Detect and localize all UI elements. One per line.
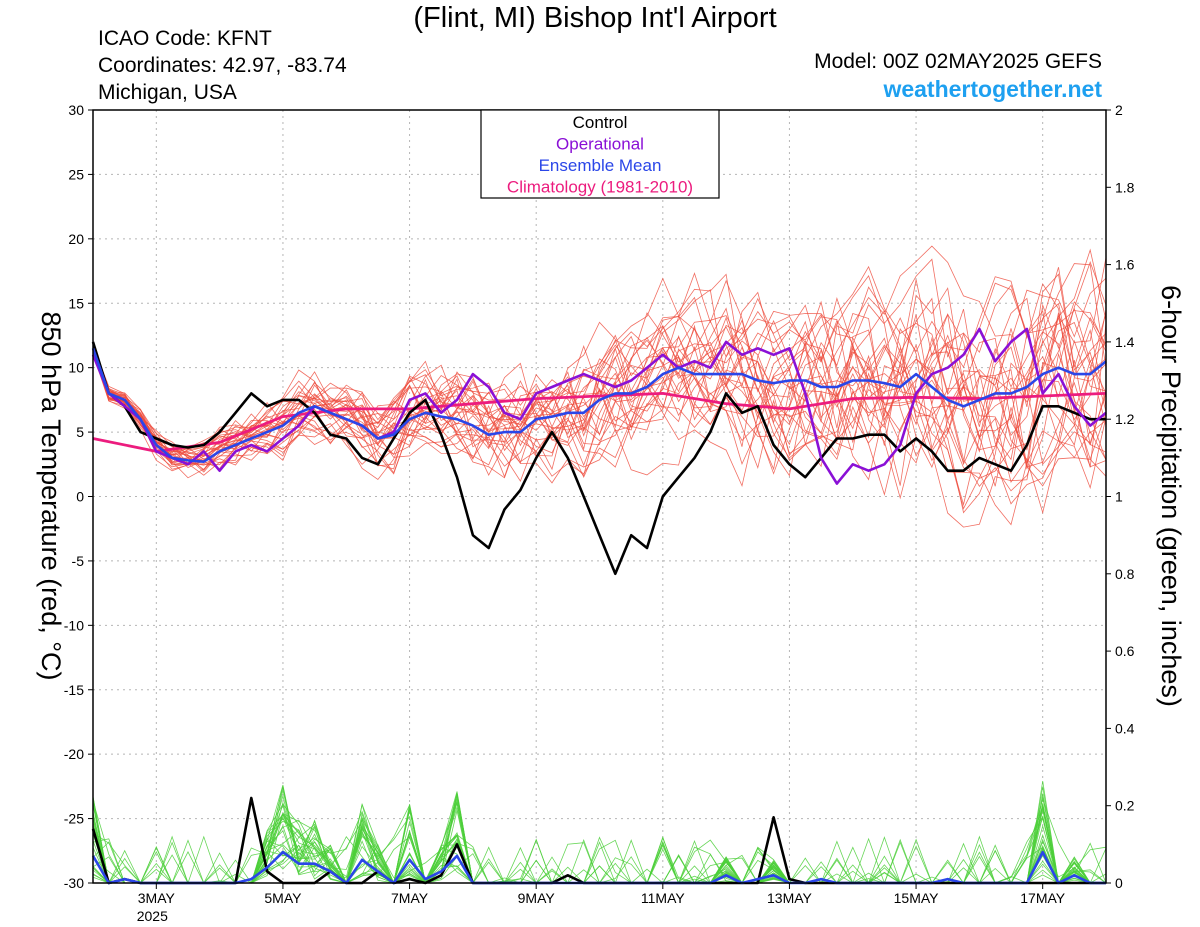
x-tick-label: 7MAY xyxy=(391,890,429,906)
series-lines xyxy=(91,327,1107,885)
temperature-member-line xyxy=(92,261,1107,526)
x-tick-label: 5MAY xyxy=(264,890,302,906)
climatology-temperature-line xyxy=(92,391,1107,453)
precip-member-line xyxy=(92,807,1106,884)
temperature-member-line xyxy=(92,245,1107,457)
y-left-tick-label: 25 xyxy=(68,166,84,182)
y-left-tick-label: 5 xyxy=(76,424,84,440)
x-tick-label: 9MAY xyxy=(518,890,556,906)
y-left-tick-label: -25 xyxy=(64,811,84,827)
y-left-tick-label: 20 xyxy=(68,231,84,247)
y-right-tick-label: 1 xyxy=(1115,489,1123,505)
precip-member-line xyxy=(92,807,1106,885)
temperature-member-line xyxy=(92,257,1107,528)
y-right-tick-label: 0.8 xyxy=(1115,566,1135,582)
y-left-tick-label: 15 xyxy=(68,295,84,311)
temperature-member-line xyxy=(92,339,1107,490)
y-left-tick-label: -5 xyxy=(72,553,85,569)
temperature-ensemble-members xyxy=(92,245,1107,528)
y-right-tick-label: 0.2 xyxy=(1115,798,1135,814)
y-left-tick-label: -15 xyxy=(64,682,84,698)
y-right-tick-label: 0 xyxy=(1115,875,1123,891)
x-tick-label: 11MAY xyxy=(641,890,685,906)
temperature-member-line xyxy=(92,291,1107,471)
control-temperature-line xyxy=(91,341,1106,576)
temperature-member-line xyxy=(92,276,1107,463)
y-left-tick-label: 0 xyxy=(76,489,84,505)
legend-item: Ensemble Mean xyxy=(539,156,662,175)
temperature-member-line xyxy=(92,307,1107,466)
y-left-label: 850 hPa Temperature (red, °C) xyxy=(36,312,66,681)
temperature-member-line xyxy=(92,297,1107,475)
axes: 302520151050-5-10-15-20-25-3021.81.61.41… xyxy=(64,102,1135,924)
grid-lines xyxy=(93,110,1106,883)
precip-member-line xyxy=(92,805,1106,884)
y-left-tick-label: -10 xyxy=(64,617,84,633)
coordinates: Coordinates: 42.97, -83.74 xyxy=(98,54,347,77)
x-tick-label: 17MAY xyxy=(1020,890,1066,906)
region: Michigan, USA xyxy=(98,81,237,104)
y-left-tick-label: -20 xyxy=(64,746,84,762)
y-right-tick-label: 1.8 xyxy=(1115,179,1135,195)
y-right-tick-label: 1.2 xyxy=(1115,411,1135,427)
legend-item: Operational xyxy=(556,135,644,154)
y-right-tick-label: 1.6 xyxy=(1115,257,1135,273)
brand-link[interactable]: weathertogether.net xyxy=(883,76,1102,102)
x-tick-label: 13MAY xyxy=(767,890,813,906)
x-tick-year-label: 2025 xyxy=(137,908,168,924)
chart-title: (Flint, MI) Bishop Int'l Airport xyxy=(413,2,777,34)
y-left-tick-label: 10 xyxy=(68,360,84,376)
y-right-tick-label: 2 xyxy=(1115,102,1123,118)
temperature-member-line xyxy=(92,284,1107,496)
legend-item: Climatology (1981-2010) xyxy=(507,178,693,197)
y-left-tick-label: -30 xyxy=(64,875,84,891)
ensemble-mean-temperature-line xyxy=(91,347,1107,464)
model-run: Model: 00Z 02MAY2025 GEFS xyxy=(814,50,1102,73)
temperature-member-line xyxy=(92,273,1107,481)
icao-code: ICAO Code: KFNT xyxy=(98,27,272,50)
y-right-label: 6-hour Precipitation (green, inches) xyxy=(1156,285,1186,707)
y-right-tick-label: 1.4 xyxy=(1115,334,1135,350)
temperature-member-line xyxy=(92,313,1107,488)
operational-temperature-line xyxy=(91,327,1107,485)
temperature-member-line xyxy=(92,286,1107,487)
y-right-tick-label: 0.4 xyxy=(1115,720,1135,736)
x-tick-label: 15MAY xyxy=(894,890,940,906)
legend-item: Control xyxy=(573,113,628,132)
y-left-tick-label: 30 xyxy=(68,102,84,118)
precip-member-line xyxy=(92,810,1106,884)
legend-box xyxy=(480,109,720,199)
x-tick-label: 3MAY xyxy=(138,890,176,906)
y-right-tick-label: 0.6 xyxy=(1115,643,1135,659)
legend: Control Operational Ensemble Mean Climatolo… xyxy=(480,109,720,199)
